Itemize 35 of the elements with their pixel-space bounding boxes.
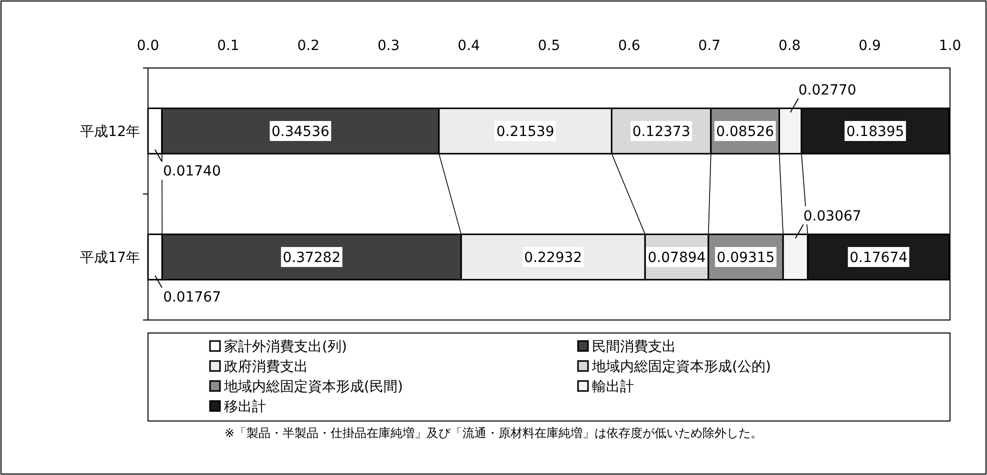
data-label: 0.03067 xyxy=(803,208,862,224)
y-tick-label: 平成12年 xyxy=(80,124,140,140)
legend-label: 地域内総固定資本形成(民間) xyxy=(223,379,403,395)
legend-label: 民間消費支出 xyxy=(592,339,676,355)
x-tick-label: 0.3 xyxy=(377,38,400,54)
data-label: 0.37282 xyxy=(282,250,341,266)
data-label: 0.08526 xyxy=(716,124,774,140)
data-label: 0.34536 xyxy=(271,124,330,140)
data-label: 0.09315 xyxy=(716,250,775,266)
x-tick-label: 1.0 xyxy=(938,38,962,54)
x-tick-label: 0.4 xyxy=(458,38,480,54)
x-tick-label: 0.7 xyxy=(698,38,721,54)
text: ※「製品・半製品・仕掛品在庫純増」及び「流通・原材料在庫純増」は依存度が低いため除外した。 xyxy=(224,426,763,440)
legend-label: 移出計 xyxy=(224,399,266,415)
x-tick-label: 0.2 xyxy=(297,38,320,54)
legend-label: 政府消費支出 xyxy=(224,359,308,375)
x-tick-label: 0.9 xyxy=(858,38,881,54)
x-tick-label: 0.6 xyxy=(618,38,640,54)
x-tick-label: 0.5 xyxy=(538,38,560,54)
data-label: 0.18395 xyxy=(846,124,904,140)
legend-label: 輸出計 xyxy=(592,379,634,395)
data-label: 0.22932 xyxy=(524,250,582,266)
data-label: 0.07894 xyxy=(648,250,706,266)
legend-label: 家計外消費支出(列) xyxy=(224,339,347,355)
legend-label: 地域内総固定資本形成(公的) xyxy=(591,359,771,375)
data-label: 0.01767 xyxy=(163,290,221,306)
data-label: 0.02770 xyxy=(798,82,856,98)
data-label: 0.17674 xyxy=(850,250,908,266)
y-tick-label: 平成17年 xyxy=(80,250,140,266)
x-tick-label: 0.8 xyxy=(778,38,801,54)
data-label: 0.21539 xyxy=(496,124,554,140)
data-label: 0.01740 xyxy=(162,164,221,180)
x-tick-label: 0.0 xyxy=(136,38,160,54)
data-label: 0.12373 xyxy=(632,124,690,140)
x-tick-label: 0.1 xyxy=(217,38,240,54)
